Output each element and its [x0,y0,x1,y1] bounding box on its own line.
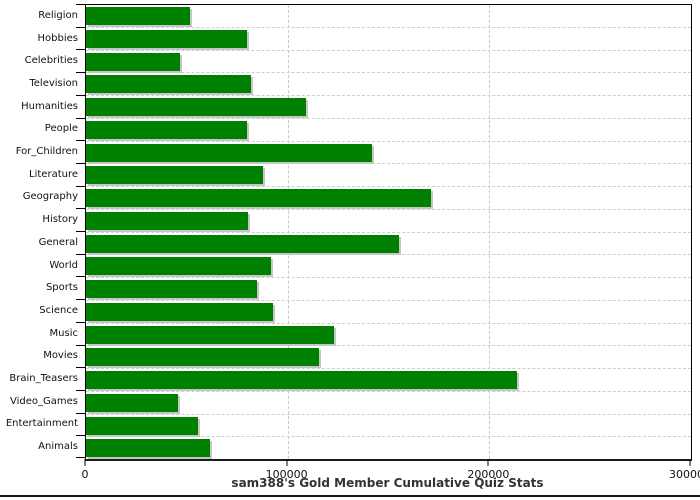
x-tick [84,459,86,466]
y-tick [76,389,86,391]
y-tick [76,140,86,142]
x-tick-label: 300000 [669,468,700,481]
bar-row [86,437,691,459]
bar-row [86,392,691,415]
bar-row [86,255,691,278]
x-tick [689,459,691,466]
category-label: Humanities [21,100,78,112]
bottom-divider [0,495,700,497]
x-tick [286,459,288,466]
category-label: Religion [38,9,78,21]
bar-row [86,324,691,347]
bar [86,371,517,389]
bar [86,75,252,94]
category-label: Video_Games [10,395,78,407]
bar [86,348,319,367]
bar [86,143,373,162]
y-tick [76,117,86,119]
category-label: Entertainment [5,418,78,430]
bar [86,52,180,71]
bar-row [86,187,691,210]
bar [86,98,306,116]
bar-row [86,73,691,96]
category-label: Animals [38,441,78,453]
bar-row [86,415,691,438]
category-label: Sports [45,282,78,294]
y-tick [76,26,86,28]
bar-row [86,346,691,369]
category-label: Literature [29,168,78,180]
x-tick-label: 0 [81,468,89,481]
bar [86,211,249,230]
category-label: For_Children [15,146,78,158]
bar [86,325,335,344]
bar-row [86,369,691,392]
bar-row [86,210,691,233]
y-tick [76,185,86,187]
bar [86,257,271,276]
y-tick [76,321,86,323]
chart-title: sam388's Gold Member Cumulative Quiz Sta… [231,476,544,490]
category-label: Geography [22,191,78,203]
y-tick [76,231,86,232]
bar [86,166,264,185]
y-tick [76,162,86,164]
bar [86,234,399,253]
bar-row [86,278,691,301]
y-tick [76,94,86,96]
bar-row [86,5,691,28]
y-tick [76,367,86,369]
category-label: Music [49,327,78,339]
category-label: People [44,123,78,135]
y-tick [76,72,86,74]
bar [86,280,258,298]
bar [86,120,248,139]
x-tick-label: 100000 [265,468,308,481]
category-label: Television [29,77,78,89]
bar-row [86,96,691,119]
y-tick [76,49,86,51]
y-tick [76,276,86,278]
y-tick [76,412,86,414]
bar-row [86,142,691,165]
y-tick [76,4,86,5]
bar-row [86,233,691,256]
bar-row [86,119,691,142]
category-label: Movies [43,350,78,362]
x-tick [487,459,489,466]
bar [86,439,211,458]
y-axis-labels: Religion Hobbies Celebrities Television Huma… [0,4,78,458]
bar [86,189,431,207]
y-axis-ticks [76,4,86,458]
bar [86,7,190,25]
y-tick [76,435,86,437]
bar [86,416,198,435]
category-label: General [38,236,78,248]
y-tick [76,457,86,458]
y-tick [76,299,86,301]
x-tick-label: 200000 [467,468,510,481]
category-label: Science [39,304,78,316]
bar [86,393,178,412]
bar-row [86,51,691,74]
category-label: Hobbies [37,32,78,44]
category-label: History [42,214,78,226]
bar [86,302,273,321]
y-tick [76,253,86,255]
category-label: World [49,259,78,271]
bar-rows [86,5,691,459]
y-tick [76,208,86,210]
y-tick [76,344,86,346]
bar-row [86,164,691,187]
x-axis: 0 100000 200000 300000 [81,459,700,495]
bar-row [86,28,691,51]
bar [86,29,248,48]
category-label: Brain_Teasers [9,373,78,385]
category-label: Celebrities [24,55,78,67]
bar-row [86,301,691,324]
plot-area [85,4,692,461]
